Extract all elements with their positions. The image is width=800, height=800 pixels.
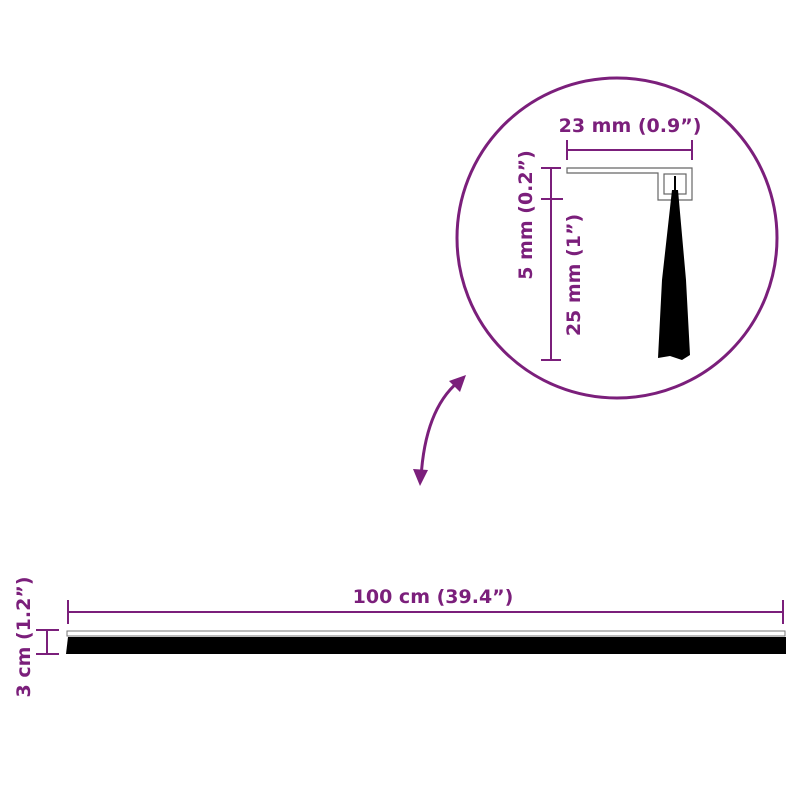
detail-magnifier-circle bbox=[455, 76, 779, 400]
detail-height-dimension-line bbox=[541, 167, 563, 361]
strip-brush bbox=[66, 637, 786, 654]
detail-profile-height-label: 5 mm (0.2”) bbox=[515, 150, 537, 280]
height-dimension-line bbox=[36, 629, 59, 655]
length-label: 100 cm (39.4”) bbox=[353, 586, 514, 608]
detail-width-label: 23 mm (0.9”) bbox=[559, 115, 702, 137]
strip-profile bbox=[66, 630, 786, 637]
curved-double-arrow-icon bbox=[413, 375, 466, 486]
detail-brush bbox=[658, 190, 690, 360]
length-dimension-line bbox=[67, 600, 784, 624]
detail-brush-height-label: 25 mm (1”) bbox=[563, 214, 585, 336]
detail-width-dimension-line bbox=[566, 140, 693, 160]
height-label: 3 cm (1.2”) bbox=[13, 576, 35, 697]
